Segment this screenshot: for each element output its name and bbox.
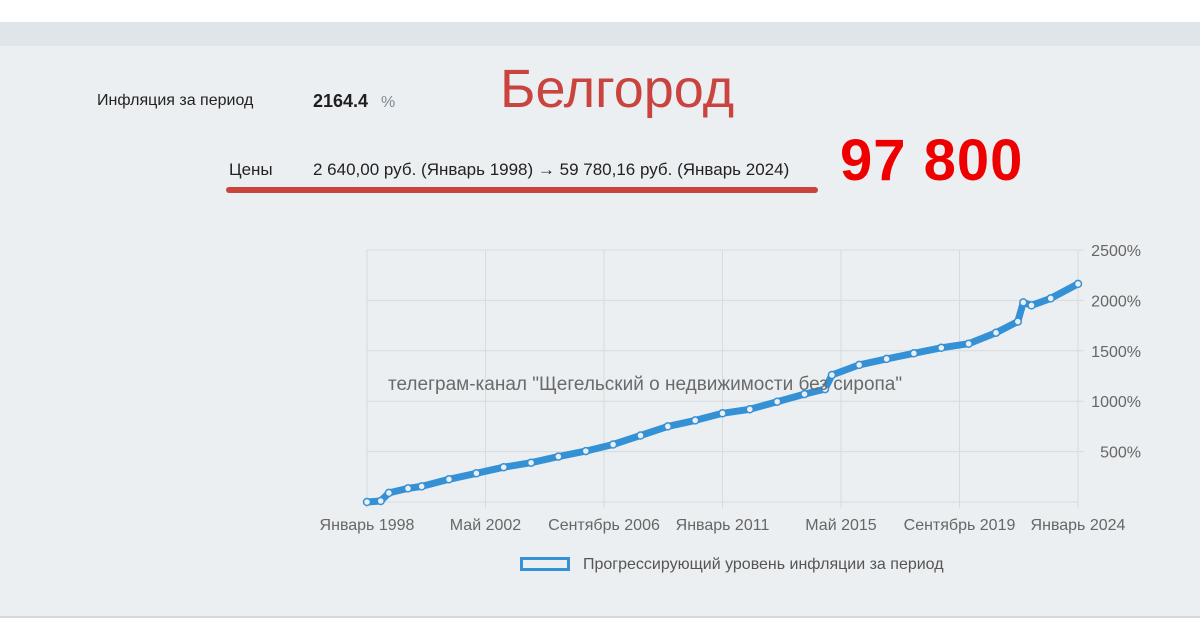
series-point bbox=[690, 416, 700, 425]
city-title: Белгород bbox=[500, 59, 735, 119]
series-point bbox=[444, 475, 454, 484]
series-point bbox=[362, 497, 372, 507]
x-tick-label: Сентябрь 2019 bbox=[904, 517, 1016, 534]
prices-underline bbox=[226, 187, 818, 193]
series-point bbox=[403, 484, 413, 493]
inflation-label: Инфляция за период bbox=[97, 92, 254, 109]
y-tick-label: 1000% bbox=[1091, 394, 1141, 411]
series-point bbox=[718, 409, 727, 418]
x-tick-label: Май 2015 bbox=[805, 517, 876, 534]
prices-label: Цены bbox=[229, 160, 273, 179]
x-tick-label: Январь 2024 bbox=[1031, 517, 1126, 534]
series-point bbox=[854, 360, 864, 370]
inflation-value: 2164.4 bbox=[313, 91, 369, 111]
series-point bbox=[1013, 317, 1023, 326]
series-point bbox=[820, 384, 830, 394]
series-point bbox=[772, 397, 782, 406]
series-point bbox=[991, 328, 1001, 337]
series-point bbox=[384, 488, 394, 498]
series-point bbox=[1046, 294, 1055, 303]
series-point bbox=[1019, 298, 1028, 307]
bottom-divider bbox=[0, 616, 1200, 618]
series-point bbox=[376, 496, 385, 506]
chart-series bbox=[362, 279, 1083, 507]
series-point bbox=[745, 405, 755, 414]
series-point bbox=[1027, 301, 1036, 310]
x-axis-ticks: Январь 1998 Май 2002 Сентябрь 2006 Январь 2… bbox=[320, 517, 1126, 534]
y-tick-label: 500% bbox=[1100, 445, 1141, 462]
price-overlay: 97 800 bbox=[840, 128, 1024, 193]
x-tick-label: Январь 1998 bbox=[320, 517, 415, 534]
series-point bbox=[882, 354, 891, 364]
series-point bbox=[608, 440, 618, 449]
y-axis-ticks: 500% 1000% 1500% 2000% 2500% bbox=[1091, 243, 1141, 462]
chart-grid bbox=[366, 249, 1084, 508]
series-point bbox=[636, 431, 645, 440]
series-point bbox=[909, 349, 919, 358]
series-point bbox=[581, 446, 591, 456]
legend-label: Прогрессирующий уровень инфляции за пери… bbox=[583, 556, 944, 573]
y-tick-label: 2000% bbox=[1091, 293, 1141, 310]
watermark-text: телеграм-канал "Щегельский о недвижимост… bbox=[388, 374, 903, 395]
y-tick-label: 1500% bbox=[1091, 344, 1141, 361]
series-point bbox=[663, 422, 673, 431]
series-point bbox=[964, 339, 973, 348]
series-point bbox=[937, 343, 946, 353]
top-bar bbox=[0, 22, 1200, 46]
series-point bbox=[827, 370, 837, 380]
prices-value: 2 640,00 руб. (Январь 1998) → 59 780,16 … bbox=[313, 160, 790, 179]
series-point bbox=[417, 482, 426, 491]
series-point bbox=[1073, 279, 1083, 289]
series-point bbox=[499, 462, 508, 472]
x-tick-label: Сентябрь 2006 bbox=[548, 517, 660, 534]
inflation-unit: % bbox=[381, 94, 396, 111]
series-point bbox=[800, 389, 809, 399]
series-line bbox=[363, 280, 1082, 506]
x-tick-label: Май 2002 bbox=[450, 517, 521, 534]
series-point bbox=[554, 452, 563, 461]
series-point bbox=[526, 458, 536, 467]
y-tick-label: 2500% bbox=[1091, 243, 1141, 260]
legend-swatch bbox=[520, 557, 570, 571]
x-tick-label: Январь 2011 bbox=[676, 517, 770, 534]
series-point bbox=[472, 469, 481, 478]
